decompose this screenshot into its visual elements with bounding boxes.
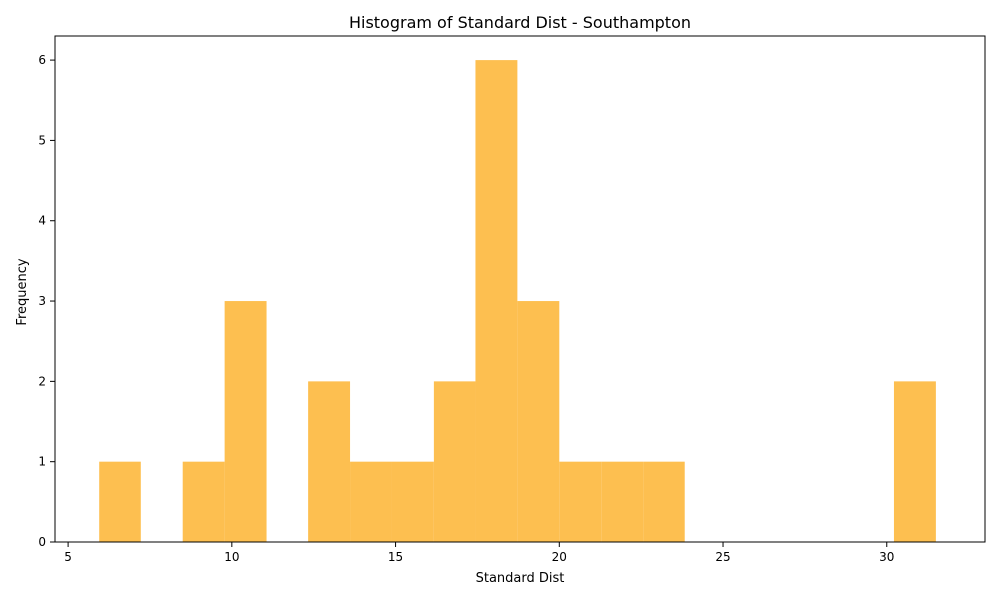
x-tick-label: 15 xyxy=(388,550,403,564)
histogram-bar xyxy=(433,381,476,542)
y-tick-label: 6 xyxy=(38,53,46,67)
y-tick-label: 2 xyxy=(38,374,46,388)
x-tick-label: 20 xyxy=(552,550,567,564)
y-tick-label: 4 xyxy=(38,214,46,228)
histogram-bar xyxy=(517,301,560,542)
histogram-bar xyxy=(182,461,225,542)
histogram-bar xyxy=(308,381,351,542)
chart-title: Histogram of Standard Dist - Southampton xyxy=(349,13,691,32)
histogram-bar xyxy=(475,60,518,542)
y-tick-label: 1 xyxy=(38,455,46,469)
x-axis-label: Standard Dist xyxy=(476,571,565,586)
histogram-bar xyxy=(893,381,936,542)
histogram-bar xyxy=(601,461,644,542)
x-tick-label: 30 xyxy=(879,550,894,564)
histogram-bar xyxy=(350,461,392,542)
plot-area-frame xyxy=(54,35,986,543)
x-tick-label: 5 xyxy=(64,550,72,564)
x-tick-label: 25 xyxy=(715,550,730,564)
x-tick-label: 10 xyxy=(224,550,239,564)
histogram-bar xyxy=(99,461,141,542)
y-tick-label: 3 xyxy=(38,294,46,308)
y-tick-label: 5 xyxy=(38,133,46,147)
histogram-bar xyxy=(391,461,434,542)
y-axis-label: Frequency xyxy=(15,258,30,325)
histogram-bar xyxy=(643,461,685,542)
x-axis-ticks: 5 10 15 20 25 30 xyxy=(64,542,894,564)
y-tick-label: 0 xyxy=(38,535,46,549)
histogram-bar xyxy=(224,301,267,542)
bars-group xyxy=(99,60,936,542)
histogram-bar xyxy=(559,461,602,542)
y-axis-ticks: 0 1 2 3 4 5 6 xyxy=(38,53,55,549)
